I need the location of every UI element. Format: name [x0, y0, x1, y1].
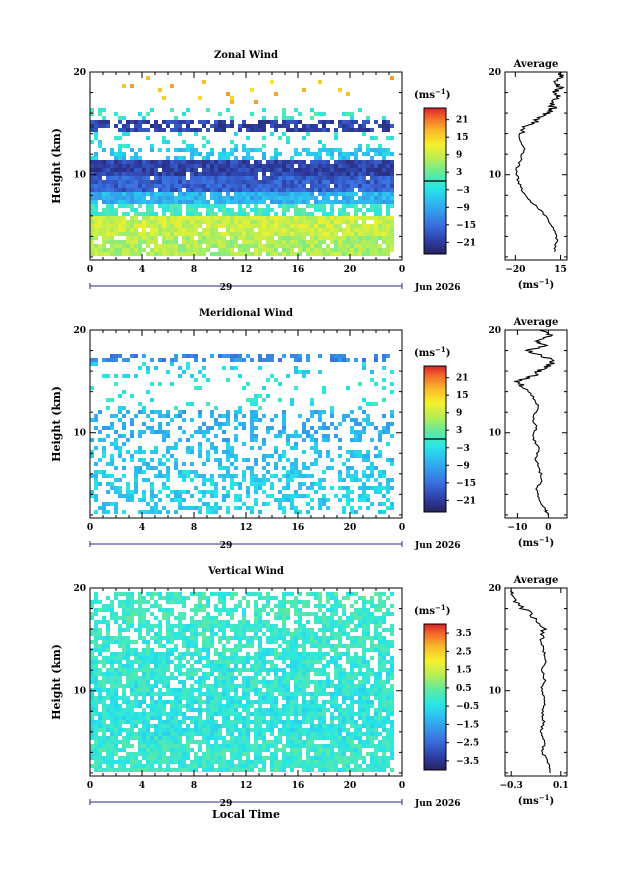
panel-3: Vertical Wind Height (km) 10 20 0 4 8 12 16 20 0 29…: [50, 566, 569, 821]
x-tick-label: 0: [399, 781, 405, 791]
colorbar-tick-label: 21: [456, 374, 469, 384]
chart-title: Zonal Wind: [214, 50, 278, 61]
x-tick-label: 20: [344, 265, 357, 275]
average-x-tick-label: −10: [507, 523, 527, 533]
date-day: 29: [220, 541, 233, 551]
panel-1: Zonal Wind Height (km) 10 20 0 4 8 12 16 20 0 29 Jun…: [50, 50, 568, 293]
colorbar-tick-label: −15: [456, 479, 476, 489]
colorbar-tick-label: −9: [456, 203, 470, 213]
y-tick-label: 20: [73, 584, 86, 594]
date-day: 29: [220, 283, 233, 293]
colorbar-tick-label: 3: [456, 168, 462, 178]
date-day: 29: [220, 799, 233, 809]
colorbar-tick-label: 3: [456, 426, 462, 436]
average-y-tick-label: 20: [488, 584, 501, 594]
x-tick-label: 0: [87, 781, 93, 791]
average-frame: [504, 329, 568, 519]
colorbar-tick-label: 2.5: [456, 647, 472, 657]
y-tick-label: 10: [73, 171, 86, 181]
colorbar-tick-label: 15: [456, 133, 469, 143]
x-tick-label: 4: [139, 523, 145, 533]
y-axis-label: Height (km): [50, 128, 63, 204]
colorbar-tick-label: 3.5: [456, 629, 472, 639]
average-y-tick-label: 10: [488, 429, 501, 439]
colorbar-tick-label: −21: [456, 496, 476, 506]
y-tick-label: 10: [73, 429, 86, 439]
x-tick-label: 20: [344, 781, 357, 791]
colorbar-tick-label: −3.5: [456, 757, 479, 767]
y-tick-label: 20: [73, 68, 86, 78]
colorbar-tick-label: −15: [456, 221, 476, 231]
average-y-tick-label: 20: [488, 68, 501, 78]
colorbar: [423, 623, 447, 771]
x-tick-label: 4: [139, 265, 145, 275]
colorbar-tick-label: 1.5: [456, 666, 472, 676]
average-x-tick-label: 0.1: [553, 781, 569, 791]
average-frame: [504, 587, 568, 777]
average-title: Average: [513, 575, 559, 586]
x-tick-label: 20: [344, 523, 357, 533]
colorbar-tick-label: 15: [456, 391, 469, 401]
colorbar-unit-label: (ms−1): [414, 603, 450, 617]
average-y-tick-label: 10: [488, 171, 501, 181]
average-frame: [504, 71, 568, 261]
x-tick-label: 16: [292, 523, 305, 533]
average-x-label: (ms−1): [518, 277, 554, 291]
x-tick-label: 16: [292, 781, 305, 791]
y-tick-label: 10: [73, 687, 86, 697]
date-label: Jun 2026: [414, 799, 461, 809]
colorbar-tick-label: −2.5: [456, 739, 479, 749]
y-axis-label: Height (km): [50, 386, 63, 462]
y-tick-label: 20: [73, 326, 86, 336]
chart-title: Meridional Wind: [199, 308, 293, 319]
chart-title: Vertical Wind: [207, 566, 284, 577]
average-x-tick-label: 15: [554, 265, 567, 275]
date-label: Jun 2026: [414, 283, 461, 293]
colorbar-tick-label: −1.5: [456, 720, 479, 730]
average-profile-line: [510, 589, 551, 774]
x-tick-label: 4: [139, 781, 145, 791]
colorbar-tick-label: −3: [456, 444, 470, 454]
average-y-tick-label: 20: [488, 326, 501, 336]
average-profile-line: [515, 71, 565, 253]
heatmap-cells: [90, 354, 394, 514]
colorbar-tick-label: −21: [456, 238, 476, 248]
colorbar-tick-label: 0.5: [456, 684, 472, 694]
colorbar-tick-label: 9: [456, 409, 462, 419]
x-tick-label: 0: [399, 265, 405, 275]
average-x-label: (ms−1): [518, 535, 554, 549]
colorbar-tick-label: 21: [456, 116, 469, 126]
average-x-label: (ms−1): [518, 793, 554, 807]
colorbar-tick-label: −0.5: [456, 702, 479, 712]
heatmap-cells: [90, 76, 394, 256]
x-tick-label: 8: [191, 265, 197, 275]
x-axis-label: Local Time: [212, 808, 280, 821]
panel-2: Meridional Wind Height (km) 10 20 0 4 8 12 16 20 0…: [50, 308, 568, 551]
x-tick-label: 8: [191, 523, 197, 533]
x-tick-label: 12: [240, 523, 253, 533]
colorbar-tick-label: −9: [456, 461, 470, 471]
x-tick-label: 0: [87, 265, 93, 275]
colorbar-tick-label: −3: [456, 186, 470, 196]
x-tick-label: 12: [240, 781, 253, 791]
average-title: Average: [513, 59, 559, 70]
heatmap-cells: [90, 592, 394, 772]
x-tick-label: 12: [240, 265, 253, 275]
average-x-tick-label: −20: [505, 265, 525, 275]
x-tick-label: 8: [191, 781, 197, 791]
colorbar-unit-label: (ms−1): [414, 345, 450, 359]
colorbar-unit-label: (ms−1): [414, 87, 450, 101]
x-tick-label: 16: [292, 265, 305, 275]
y-axis-label: Height (km): [50, 644, 63, 720]
colorbar-tick-label: 9: [456, 151, 462, 161]
average-title: Average: [513, 317, 559, 328]
average-x-tick-label: 0: [545, 523, 551, 533]
average-y-tick-label: 10: [488, 687, 501, 697]
average-profile-line: [514, 329, 556, 516]
date-label: Jun 2026: [414, 541, 461, 551]
x-tick-label: 0: [87, 523, 93, 533]
x-tick-label: 0: [399, 523, 405, 533]
average-x-tick-label: −0.3: [500, 781, 523, 791]
